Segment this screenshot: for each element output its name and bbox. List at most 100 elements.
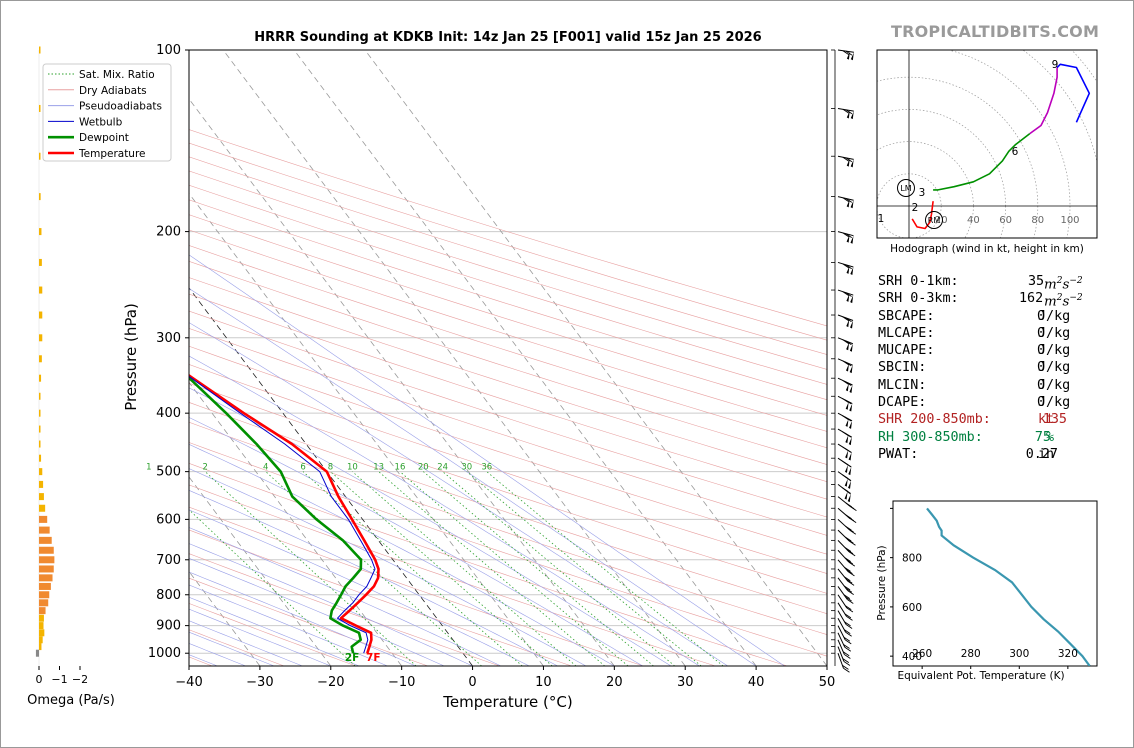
param-label: SRH 0-1km: [878, 274, 959, 289]
mixing-ratio-label: 1 [146, 463, 151, 473]
wind-barb-feather [848, 551, 856, 557]
param-row: MUCAPE: 0 J/kg [878, 342, 1093, 359]
param-label: MUCAPE: [878, 343, 935, 359]
moist-adiabat-line [189, 596, 360, 666]
omega-bar [39, 526, 50, 534]
param-unit: m2s−2 [1044, 293, 1083, 310]
dry-adiabat-line [189, 199, 827, 401]
hodograph-tick-label: 100 [1060, 215, 1079, 226]
hodograph-height-label: 9 [1052, 59, 1059, 71]
moist-adiabat-line [189, 509, 530, 666]
mixing-ratio-line [486, 471, 724, 666]
wind-barb-feather [843, 636, 851, 642]
chart-title: HRRR Sounding at KDKB Init: 14z Jan 25 [… [254, 30, 761, 45]
wind-barb-flag [850, 295, 854, 304]
param-value: 0 [1036, 395, 1045, 411]
y-tick-label: 600 [156, 512, 181, 527]
wind-barb-flag [846, 158, 850, 167]
wind-barb-feather [846, 549, 854, 555]
wind-barb-flag [846, 363, 850, 372]
omega-bar [39, 574, 53, 582]
wind-barb-feather [842, 398, 849, 403]
hodograph-height-label: 1 [878, 213, 885, 225]
param-row: MLCIN: 0 J/kg [878, 377, 1093, 394]
wind-barb-feather [842, 197, 850, 203]
omega-tick-label: −1 [51, 673, 67, 686]
wind-barb-feather [845, 233, 852, 239]
wind-barb-feather [842, 156, 850, 162]
param-row: DCAPE: 0 J/kg [878, 394, 1093, 411]
wind-barb-feather [842, 431, 849, 436]
wind-barb-flag [845, 418, 849, 427]
mixing-ratio-label: 6 [300, 463, 305, 473]
hodograph-trace [1029, 67, 1058, 135]
y-tick-label: 300 [156, 331, 181, 346]
param-value: 0.27 [1025, 446, 1058, 462]
dry-adiabat-line [189, 442, 827, 657]
wind-barb-feather [844, 576, 851, 582]
param-row: SHR 200-850mb: 135 kt [878, 411, 1093, 428]
isotherm-line [222, 50, 686, 666]
wind-barb-flag [849, 385, 853, 394]
wind-barb-flag [848, 467, 852, 476]
param-value: 0 [1036, 360, 1045, 376]
wind-barb-flag [850, 111, 854, 120]
mixing-ratio-label: 2 [203, 463, 208, 473]
param-unit: J/kg [1038, 343, 1071, 359]
param-row: PWAT: 0.27 in [878, 446, 1093, 463]
wind-barb-feather [844, 547, 852, 552]
x-tick-label: −20 [317, 675, 344, 690]
y-axis-label: Pressure (hPa) [122, 303, 140, 411]
thetae-x-tick-label: 280 [961, 648, 981, 660]
moist-adiabat-line [189, 387, 672, 666]
dry-adiabat-line [189, 229, 827, 432]
dry-adiabat-line [189, 129, 827, 327]
param-label: DCAPE: [878, 395, 927, 411]
wind-barb-feather [845, 514, 852, 520]
wind-barb-flag [845, 401, 849, 410]
isotherm-line [189, 192, 544, 666]
wind-barb-flag [845, 450, 849, 459]
wind-barb-feather [843, 629, 851, 635]
y-tick-label: 700 [156, 553, 181, 568]
wind-barb-flag [846, 293, 850, 302]
wind-barb-flag [846, 110, 850, 119]
dewpoint-surface-label: 2F [345, 652, 359, 664]
wind-barb-feather [845, 292, 852, 297]
wind-barb-feather [843, 644, 850, 649]
omega-bar [39, 104, 41, 112]
mixing-ratio-line [442, 471, 676, 666]
wind-barb-flag [845, 435, 849, 444]
wind-barb-feather [845, 596, 852, 602]
wind-barb-feather [844, 536, 852, 542]
y-tick-label: 800 [156, 588, 181, 603]
skewt-plot-area [189, 50, 827, 666]
dry-adiabat-line [189, 364, 827, 574]
param-row: MLCAPE: 0 J/kg [878, 325, 1093, 342]
x-tick-label: 20 [606, 675, 623, 690]
wind-barb-flag [850, 320, 854, 329]
dry-adiabat-line [189, 577, 428, 666]
wind-barb-feather [847, 527, 854, 533]
param-label: MLCAPE: [878, 325, 935, 341]
wind-barb-flag [847, 494, 851, 503]
hodograph-frame [876, 49, 1098, 239]
mixing-ratio-line [189, 509, 356, 666]
dry-adiabat-line [189, 260, 827, 465]
thetae-frame [892, 500, 1098, 667]
param-row: RH 300-850mb: 75% [878, 429, 1093, 446]
param-unit: J/kg [1038, 325, 1071, 341]
wind-barb-feather [848, 571, 855, 577]
omega-bar [39, 636, 43, 644]
dry-adiabat-line [189, 245, 827, 449]
x-tick-label: 30 [677, 675, 694, 690]
mixing-ratio-label: 4 [263, 463, 268, 473]
wind-barb-feather [845, 198, 853, 203]
omega-bar [39, 504, 46, 512]
wind-barb-flag [850, 267, 854, 276]
hodograph-height-label: 3 [919, 187, 926, 199]
wind-barb-feather [842, 50, 850, 56]
y-tick-label: 100 [156, 43, 181, 58]
x-tick-label: −30 [246, 675, 273, 690]
